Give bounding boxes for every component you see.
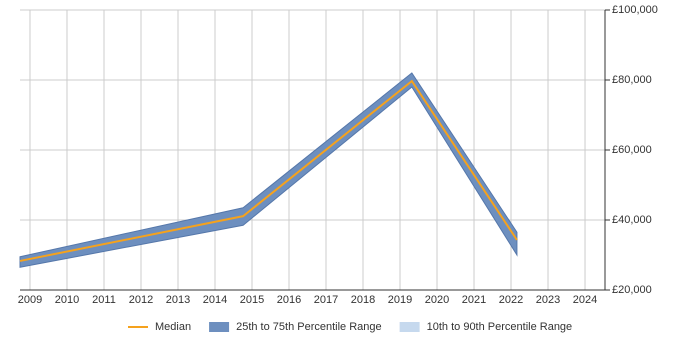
legend-swatch [209, 322, 230, 332]
legend-label: 25th to 75th Percentile Range [236, 321, 382, 333]
x-tick-label: 2019 [388, 294, 412, 306]
x-tick-label: 2020 [425, 294, 449, 306]
median-line [19, 79, 518, 262]
x-tick-label: 2023 [536, 294, 560, 306]
y-tick-label: £20,000 [612, 284, 652, 296]
x-tick-label: 2013 [166, 294, 190, 306]
y-tick-label: £80,000 [612, 74, 652, 86]
y-tick-label: £100,000 [612, 4, 658, 16]
x-tick-label: 2024 [573, 294, 597, 306]
x-tick-label: 2011 [92, 294, 116, 306]
x-tick-label: 2014 [203, 294, 227, 306]
legend-label: 10th to 90th Percentile Range [427, 321, 573, 333]
x-tick-label: 2021 [462, 294, 486, 306]
x-tick-label: 2015 [240, 294, 264, 306]
x-tick-label: 2022 [499, 294, 523, 306]
x-tick-label: 2016 [277, 294, 301, 306]
legend: Median 25th to 75th Percentile Range 10th … [128, 321, 572, 333]
x-tick-label: 2010 [55, 294, 79, 306]
y-tick-label: £60,000 [612, 144, 652, 156]
x-tick-label: 2012 [129, 294, 153, 306]
percentile-band [19, 72, 518, 268]
y-tick-label: £40,000 [612, 214, 652, 226]
legend-swatch [399, 322, 420, 332]
x-tick-label: 2018 [351, 294, 375, 306]
legend-label: Median [155, 321, 191, 333]
x-tick-label: 2017 [314, 294, 338, 306]
x-tick-label: 2009 [18, 294, 42, 306]
